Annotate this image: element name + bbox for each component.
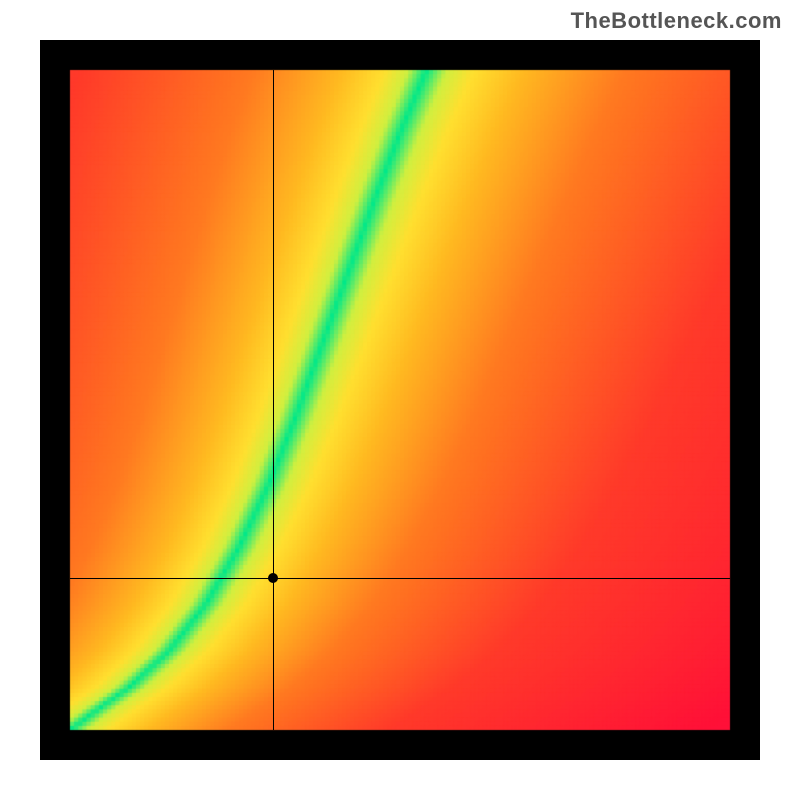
crosshair-vertical (273, 70, 274, 730)
crosshair-marker (268, 573, 278, 583)
watermark-text: TheBottleneck.com (571, 8, 782, 34)
heatmap-plot (40, 40, 760, 760)
crosshair-horizontal (70, 578, 730, 579)
